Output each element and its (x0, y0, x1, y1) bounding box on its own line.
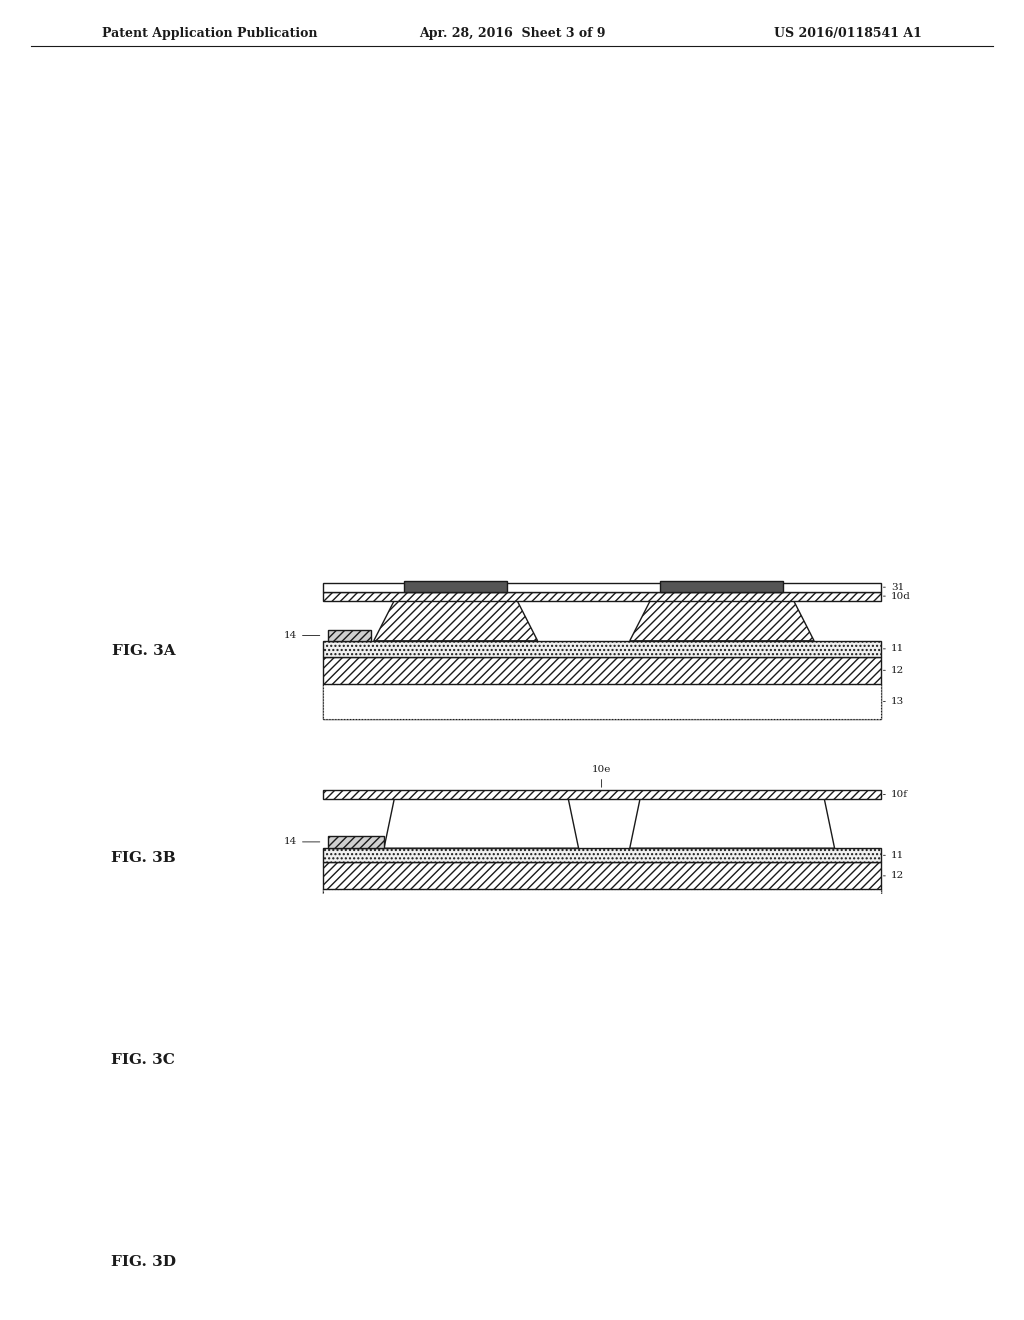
FancyBboxPatch shape (394, 1196, 568, 1201)
FancyBboxPatch shape (328, 1041, 384, 1053)
FancyBboxPatch shape (323, 995, 881, 1005)
FancyBboxPatch shape (323, 1300, 881, 1320)
Text: 31: 31 (884, 582, 904, 591)
Text: 12: 12 (884, 871, 904, 880)
FancyBboxPatch shape (323, 1259, 881, 1274)
FancyBboxPatch shape (323, 657, 881, 684)
FancyBboxPatch shape (323, 1068, 881, 1094)
FancyBboxPatch shape (404, 581, 507, 591)
FancyBboxPatch shape (323, 640, 881, 657)
Text: 14: 14 (284, 837, 319, 846)
FancyBboxPatch shape (323, 684, 881, 719)
FancyBboxPatch shape (328, 630, 371, 640)
FancyBboxPatch shape (323, 1094, 881, 1130)
FancyBboxPatch shape (691, 1189, 753, 1196)
Polygon shape (384, 799, 579, 849)
Polygon shape (384, 1005, 579, 1053)
FancyBboxPatch shape (323, 1300, 881, 1320)
FancyBboxPatch shape (328, 1247, 384, 1259)
Polygon shape (374, 601, 538, 640)
FancyBboxPatch shape (328, 836, 384, 849)
Polygon shape (630, 601, 814, 640)
FancyBboxPatch shape (660, 581, 783, 591)
Polygon shape (630, 799, 835, 849)
Polygon shape (630, 1210, 835, 1259)
FancyBboxPatch shape (394, 989, 568, 995)
FancyBboxPatch shape (640, 989, 824, 995)
Polygon shape (630, 1005, 835, 1053)
FancyBboxPatch shape (323, 791, 881, 799)
FancyBboxPatch shape (640, 1196, 824, 1201)
FancyBboxPatch shape (323, 1094, 881, 1130)
Text: FIG. 3D: FIG. 3D (111, 1255, 176, 1270)
Text: 10e: 10e (592, 766, 611, 787)
Text: 10d: 10d (884, 591, 910, 601)
Text: Patent Application Publication: Patent Application Publication (102, 28, 317, 41)
Polygon shape (384, 1210, 579, 1259)
FancyBboxPatch shape (435, 1189, 497, 1196)
FancyBboxPatch shape (323, 1274, 881, 1300)
Text: FIG. 3B: FIG. 3B (111, 850, 176, 865)
FancyBboxPatch shape (323, 684, 881, 719)
Text: FIG. 3C: FIG. 3C (112, 1052, 175, 1067)
FancyBboxPatch shape (323, 862, 881, 890)
Text: 11: 11 (884, 644, 904, 653)
FancyBboxPatch shape (323, 849, 881, 862)
Text: FIG. 3A: FIG. 3A (112, 644, 175, 659)
FancyBboxPatch shape (323, 591, 881, 601)
Text: 12: 12 (884, 665, 904, 675)
Text: 10f: 10f (884, 791, 908, 799)
FancyBboxPatch shape (323, 582, 881, 591)
Text: 13: 13 (884, 697, 904, 706)
Text: 14: 14 (284, 631, 319, 640)
Text: 11: 11 (884, 851, 904, 859)
Text: Apr. 28, 2016  Sheet 3 of 9: Apr. 28, 2016 Sheet 3 of 9 (419, 28, 605, 41)
FancyBboxPatch shape (323, 890, 881, 925)
FancyBboxPatch shape (323, 890, 881, 925)
Text: US 2016/0118541 A1: US 2016/0118541 A1 (774, 28, 922, 41)
FancyBboxPatch shape (323, 1201, 881, 1210)
FancyBboxPatch shape (323, 1053, 881, 1068)
